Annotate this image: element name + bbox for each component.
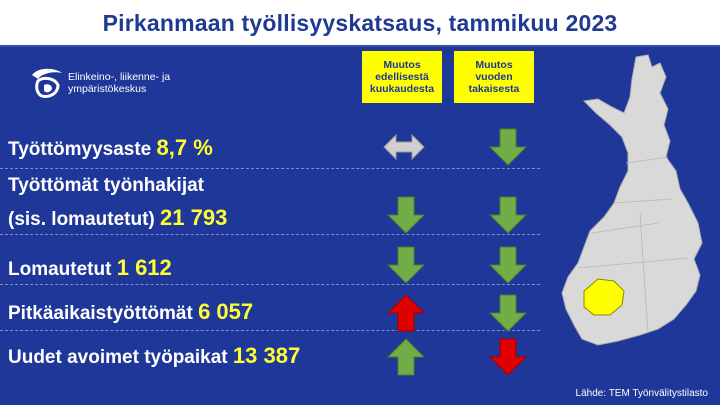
row-value: 8,7 % [156,135,213,160]
row-laid-off: Lomautetut 1 612 [8,255,172,281]
unchanged-arrow-icon [383,133,425,161]
ely-logo: Elinkeino-, liikenne- ja ympäristökeskus [28,65,208,109]
row-divider [0,330,540,331]
green-down-arrow-icon [488,246,528,284]
row-divider [0,234,540,235]
row-value: 1 612 [116,255,172,280]
green-up-arrow-icon [386,338,426,376]
row-label: Työttömyysaste [8,139,152,160]
main-panel: Elinkeino-, liikenne- ja ympäristökeskus… [0,47,720,405]
pirkanmaa-region [583,278,625,316]
row-label: Lomautetut [8,259,112,280]
red-up-arrow-icon [386,294,426,332]
row-long-term-unemployed: Pitkäaikaistyöttömät 6 057 [8,299,253,325]
page-title: Pirkanmaan työllisyyskatsaus, tammikuu 2… [102,9,618,36]
row-unemployment-rate: Työttömyysaste 8,7 % [8,135,213,161]
source-note: Lähde: TEM Työnvälitystilasto [575,388,708,399]
row-value: 6 057 [198,299,254,324]
finland-map [561,54,703,346]
ely-logo-icon [32,68,62,99]
green-down-arrow-icon [488,128,528,166]
logo-text-line2: ympäristökeskus [68,83,147,95]
row-new-vacancies: Uudet avoimet työpaikat 13 387 [8,343,300,369]
green-down-arrow-icon [488,294,528,332]
green-down-arrow-icon [488,196,528,234]
row-value: 21 793 [160,205,228,230]
title-divider [0,45,720,47]
row-label: Pitkäaikaistyöttömät [8,303,193,324]
row-jobseekers: (sis. lomautetut) 21 793 [8,205,227,231]
green-down-arrow-icon [386,246,426,284]
red-down-arrow-icon [488,338,528,376]
finland-outline [561,54,703,346]
row-label: (sis. lomautetut) [8,209,155,230]
logo-text-line1: Elinkeino-, liikenne- ja [68,71,171,83]
row-value: 13 387 [232,343,301,368]
row-label: Uudet avoimet työpaikat [8,347,228,368]
row-jobseekers-line1: Työttömät työnhakijat [8,175,204,196]
header-month-change: Muutos edellisestä kuukaudesta [362,51,442,103]
row-divider [0,284,540,285]
row-divider [0,168,540,169]
header-year-change: Muutos vuoden takaisesta [454,51,534,103]
green-down-arrow-icon [386,196,426,234]
